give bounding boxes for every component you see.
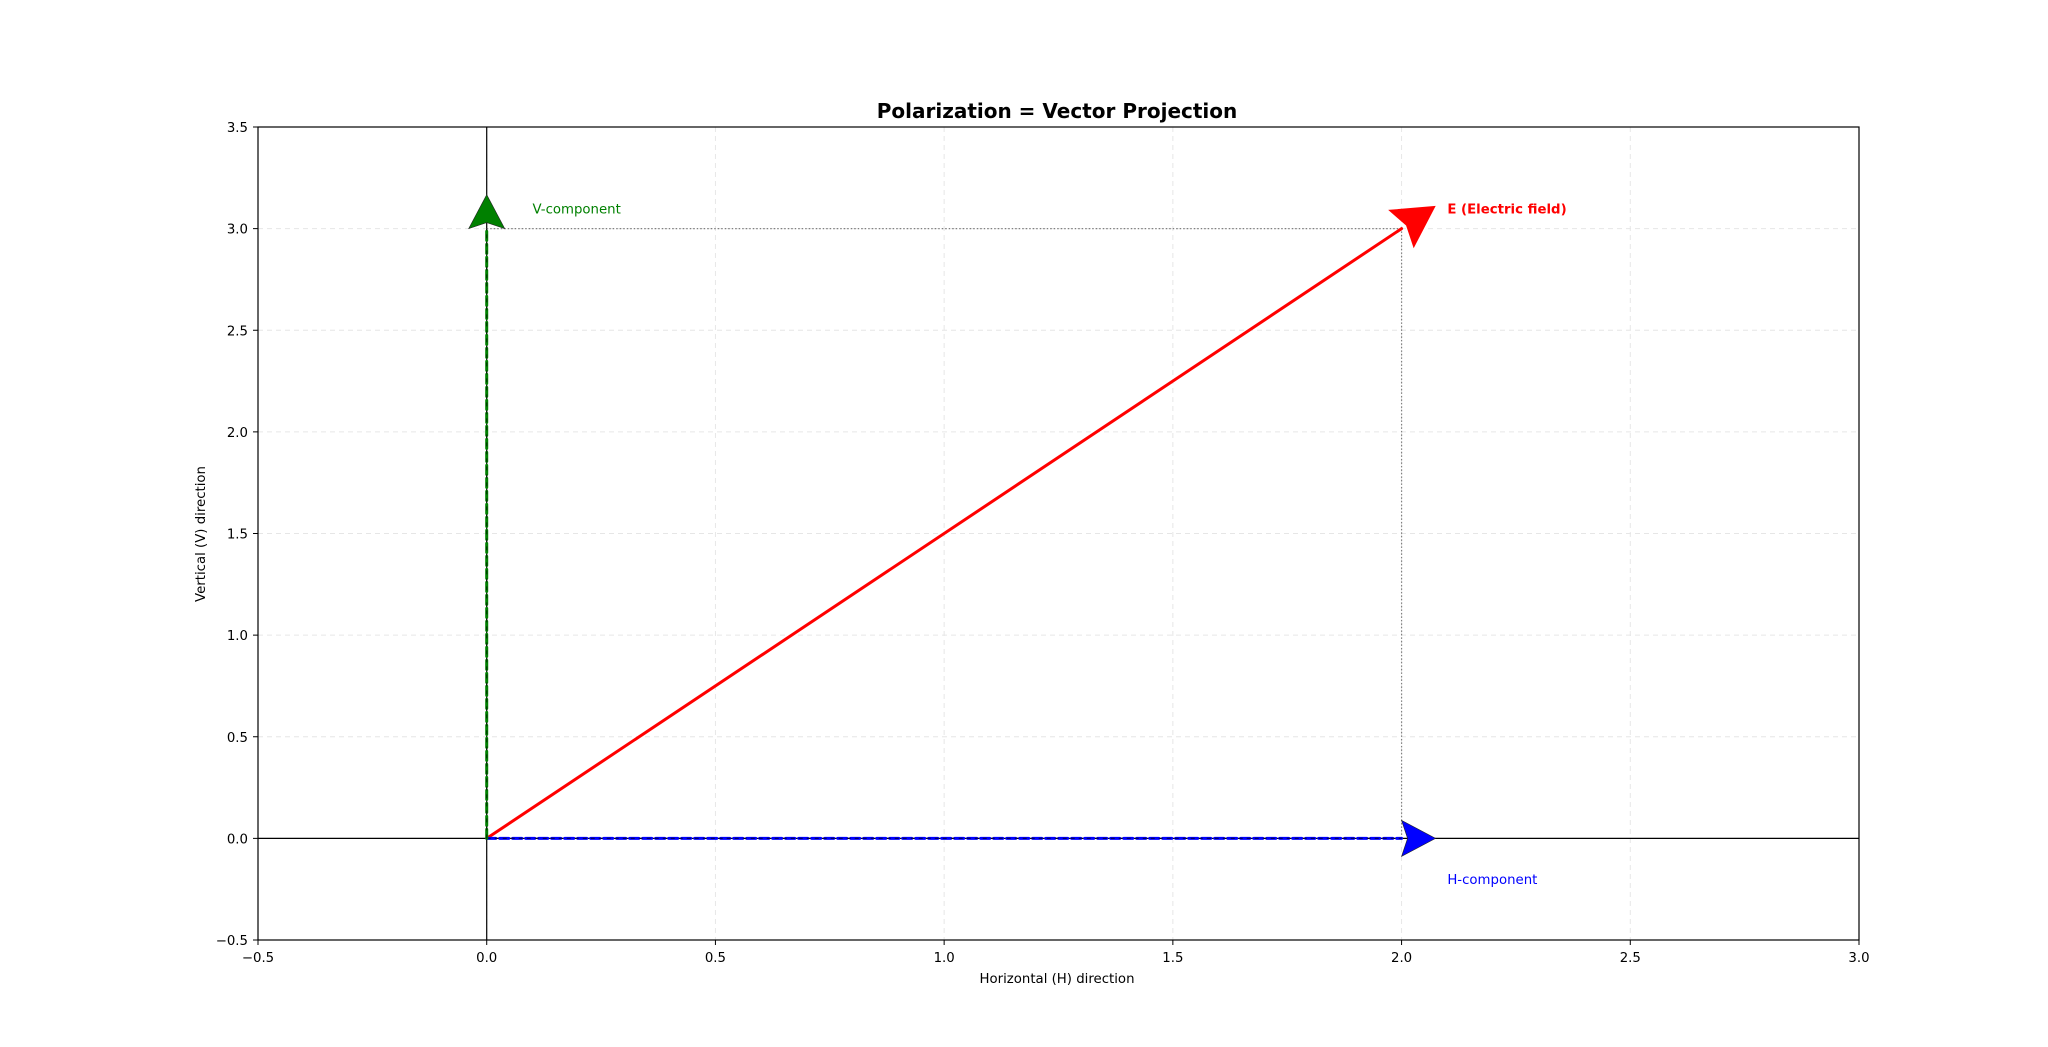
x-tick-label: 1.5 (1162, 951, 1183, 966)
y-tick-label: 2.0 (227, 426, 248, 441)
x-tick-label: −0.5 (242, 951, 274, 966)
y-tick-label: 0.0 (227, 832, 248, 847)
e-electric-field-arrowhead (1388, 205, 1436, 249)
vectors (468, 193, 1437, 857)
y-tick-label: 1.0 (227, 629, 248, 644)
x-tick-label: 0.0 (476, 951, 497, 966)
x-tick-label: 3.0 (1848, 951, 1869, 966)
v-component-label: V-component (532, 202, 620, 217)
y-tick-label: 3.0 (227, 223, 248, 238)
x-tick-label: 0.5 (705, 951, 726, 966)
e-electric-field-label: E (Electric field) (1447, 202, 1566, 217)
v-component-arrowhead (468, 193, 506, 230)
h-component-label: H-component (1447, 873, 1537, 888)
y-tick-label: 1.5 (227, 528, 248, 543)
x-axis-label: Horizontal (H) direction (980, 972, 1135, 987)
y-tick-label: 2.5 (227, 324, 248, 339)
annotations: E (Electric field) H-component V-component (532, 202, 1566, 888)
y-tick-label: 0.5 (227, 731, 248, 746)
y-tick-label: −0.5 (216, 934, 248, 949)
x-tick-label: 2.5 (1620, 951, 1641, 966)
h-component-arrowhead (1401, 819, 1437, 857)
grid (257, 126, 1860, 941)
y-tick-label: 3.5 (227, 121, 248, 136)
chart-title: Polarization = Vector Projection (877, 99, 1238, 123)
projection-lines (486, 228, 1403, 839)
ticks: −0.5 0.0 0.5 1.0 1.5 2.0 2.5 3.0 −0.5 0.0 0.5 1.0 1.… (216, 121, 1870, 966)
x-tick-label: 2.0 (1391, 951, 1412, 966)
e-electric-field-vector (485, 227, 1404, 840)
y-axis-label: Vertical (V) direction (194, 466, 209, 602)
x-tick-label: 1.0 (934, 951, 955, 966)
